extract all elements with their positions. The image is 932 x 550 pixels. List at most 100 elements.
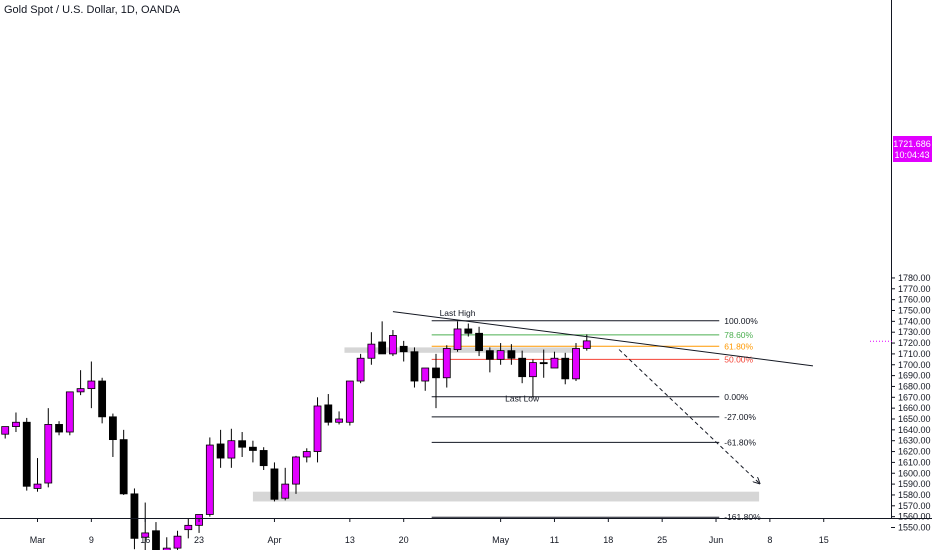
candle (33, 458, 42, 492)
candle (238, 432, 247, 457)
candle (378, 321, 387, 355)
candle (55, 421, 63, 436)
candle (356, 353, 365, 384)
candle (485, 347, 494, 373)
time-tick-label: 23 (194, 535, 204, 545)
price-axis[interactable]: 1550.001560.001570.001580.001590.001600.… (891, 273, 931, 533)
time-tick-label: 8 (767, 535, 772, 545)
price-tick-label: 1640.00 (898, 425, 931, 435)
candle-body (432, 367, 440, 379)
price-tick-label: 1730.00 (898, 327, 931, 337)
candle (109, 413, 117, 457)
candle-body (539, 362, 548, 365)
time-tick-label: 11 (550, 535, 559, 545)
candle (410, 347, 419, 388)
candle (281, 467, 290, 501)
candle-body (259, 450, 268, 467)
candle (453, 321, 462, 352)
candle-body (507, 350, 516, 359)
time-tick-label: Apr (267, 535, 281, 545)
projection-arrow[interactable] (618, 349, 759, 483)
price-tick-label: 1690.00 (898, 371, 931, 381)
drawings-layer[interactable] (392, 311, 814, 483)
candle (195, 514, 203, 533)
candle-body (572, 348, 580, 380)
candle-body (378, 341, 387, 355)
zones-layer (252, 347, 760, 502)
candle (259, 447, 268, 470)
time-tick-label: 13 (345, 535, 355, 545)
candle-body (184, 524, 193, 531)
price-tick-label: 1670.00 (898, 392, 931, 402)
candle-body (518, 357, 527, 378)
time-tick-label: 25 (657, 535, 667, 545)
candle-body (227, 440, 236, 459)
time-axis[interactable]: Mar 9 16 23 Apr 13 20 May 11 18 25 Jun 8 15 (30, 518, 829, 545)
candle (98, 377, 107, 424)
price-marker-box (893, 136, 932, 162)
price-tick-label: 1720.00 (898, 338, 931, 348)
candle-body (162, 547, 171, 550)
price-tick-label: 1780.00 (898, 273, 931, 283)
candles-layer (1, 321, 591, 550)
candle-body (324, 404, 333, 423)
candle-body (281, 483, 290, 499)
price-tick-label: 1630.00 (898, 436, 931, 446)
candle (432, 353, 440, 409)
candle-body (550, 357, 559, 369)
candle (572, 343, 580, 382)
time-tick-label: 9 (89, 535, 94, 545)
fib-level-label: 0.00% (724, 392, 749, 402)
candle-body (98, 380, 107, 418)
candle-body (410, 351, 419, 382)
candle (518, 350, 527, 384)
fibonacci-layer[interactable]: 100.00% 78.60%61.80% 50.00% 0.00% -27.00% -61… (431, 316, 761, 522)
candle (313, 397, 322, 463)
annotations-layer: Last High Last Low (440, 308, 540, 404)
candle-body (475, 332, 483, 352)
candle (184, 518, 193, 539)
candle (389, 330, 397, 357)
candle-body (464, 328, 473, 334)
candle-body (302, 451, 311, 458)
candle-body (216, 443, 225, 459)
candle-body (335, 418, 343, 423)
price-tick-label: 1660.00 (898, 403, 931, 413)
candle (87, 361, 96, 409)
candle-body (582, 340, 591, 349)
candle (65, 391, 74, 436)
candle-body (109, 416, 117, 441)
candle (205, 437, 214, 517)
candle-body (22, 421, 31, 487)
candle-body (453, 328, 462, 350)
candle (529, 359, 537, 398)
candle-body (345, 380, 354, 423)
candle-body (65, 391, 74, 433)
chart-annotation: Last Low (505, 394, 540, 404)
candle-body (55, 424, 63, 433)
candle-body (130, 493, 139, 539)
price-marker: 1721.686 10:04:43 (870, 136, 932, 342)
candle (335, 411, 343, 425)
price-tick-label: 1580.00 (898, 490, 931, 500)
candle (173, 530, 182, 550)
price-tick-label: 1770.00 (898, 284, 931, 294)
candle (442, 345, 451, 388)
price-tick-label: 1570.00 (898, 501, 931, 511)
fib-level-label: 78.60% (724, 330, 753, 340)
time-tick-label: May (492, 535, 510, 545)
candle-body (249, 446, 257, 451)
price-tick-label: 1600.00 (898, 468, 931, 478)
candle-body (205, 444, 214, 515)
candle (152, 522, 160, 550)
price-marker-countdown: 10:04:43 (894, 150, 929, 160)
candle (1, 426, 10, 439)
trendline[interactable] (392, 311, 814, 367)
price-tick-label: 1700.00 (898, 360, 931, 370)
candle-body (33, 483, 42, 489)
candle-body (12, 421, 20, 427)
candle-body (529, 362, 537, 378)
fib-level-label: -161.80% (724, 512, 761, 522)
candle-body (76, 388, 85, 393)
